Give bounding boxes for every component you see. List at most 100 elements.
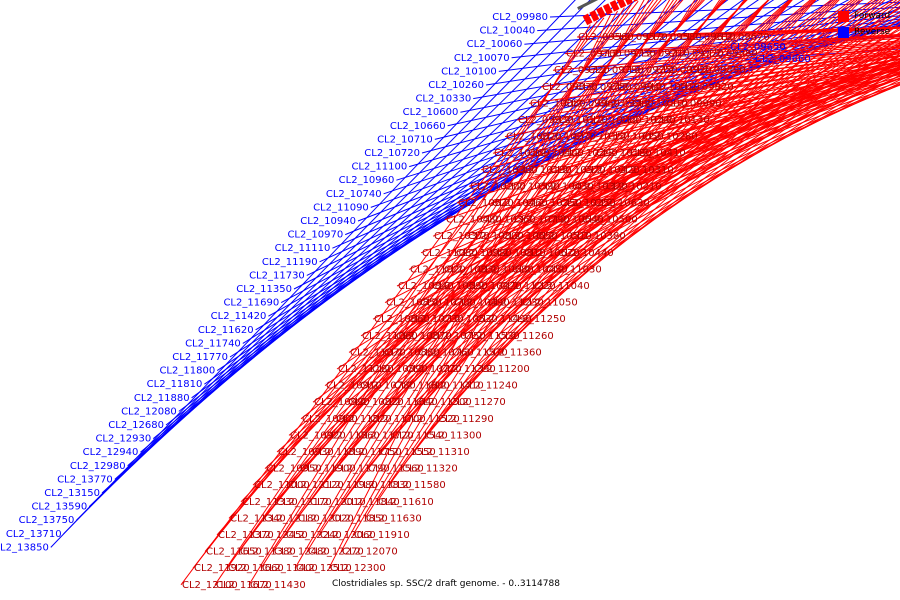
forward-gene-label: CL2_10250 (560, 198, 616, 209)
forward-gene-label: CL2_12480 (274, 547, 330, 558)
forward-gene-label: CL2_11720 (358, 430, 414, 441)
forward-leader-line (700, 37, 900, 55)
forward-leader-line (568, 82, 900, 237)
reverse-leader-line (434, 25, 900, 140)
gene-arrows (582, 0, 640, 26)
forward-gene-label: CL2_11490 (476, 314, 532, 325)
forward-leader-line (180, 17, 605, 586)
forward-gene-label: CL2_11540 (392, 430, 448, 441)
forward-gene-label: CL2_10800 (468, 231, 524, 242)
forward-gene-label: CL2_12070 (342, 547, 398, 558)
reverse-gene-label: CL2_13150 (44, 488, 100, 499)
forward-leader-line (436, 0, 840, 420)
reverse-leader-line (498, 18, 900, 72)
forward-leader-line (456, 62, 900, 204)
reverse-gene-label: CL2_10970 (287, 230, 343, 241)
reverse-gene-label: CL2_10330 (415, 94, 471, 105)
forward-gene-label: CL2_11570 (452, 347, 508, 358)
forward-gene-label: CL2_10820 (348, 397, 404, 408)
forward-gene-label: CL2_09720 (554, 65, 610, 76)
forward-gene-label: CL2_10630 (594, 198, 650, 209)
forward-gene-label: CL2_11060 (362, 331, 418, 342)
forward-gene-label: CL2_11290 (438, 414, 494, 425)
reverse-gene-label: CL2_11090 (313, 202, 369, 213)
reverse-leader-line (485, 21, 900, 86)
forward-leader-line (352, 0, 671, 536)
forward-leader-line (300, 0, 832, 420)
forward-gene-label: CL2_11580 (390, 480, 446, 491)
forward-gene-label: CL2_11630 (366, 513, 422, 524)
forward-gene-label: CL2_10470 (466, 281, 522, 292)
forward-leader-line (632, 35, 900, 55)
forward-leader-line (452, 47, 900, 304)
reverse-gene-label: CL2_13590 (31, 502, 87, 513)
forward-gene-label: CL2_11670 (216, 580, 272, 591)
reverse-gene-label: CL2_11730 (249, 270, 305, 281)
forward-leader-line (510, 67, 900, 270)
forward-gene-label: CL2_09780 (576, 82, 632, 93)
reverse-leader-line (268, 0, 835, 317)
reverse-leader-line (76, 0, 606, 521)
forward-gene-label: CL2_11270 (450, 397, 506, 408)
forward-gene-label: CL2_10080 (530, 98, 586, 109)
forward-leader-line (550, 57, 900, 121)
forward-gene-label: CL2_10640 (548, 215, 604, 226)
forward-gene-label: CL2_10500 (582, 215, 638, 226)
forward-gene-label: CL2_11640 (382, 397, 438, 408)
forward-gene-label: CL2_11860 (324, 430, 380, 441)
forward-gene-label: CL2_10620 (458, 198, 514, 209)
forward-gene-label: CL2_10990 (314, 397, 370, 408)
forward-gene-label: CL2_11030 (546, 264, 602, 275)
reverse-gene-label: CL2_13850 (0, 542, 49, 553)
forward-gene-label: CL2_10160 (494, 148, 550, 159)
reverse-leader-line (447, 25, 900, 127)
forward-gene-label: CL2_11700 (370, 414, 426, 425)
forward-gene-label: CL2_10400 (528, 148, 584, 159)
forward-gene-label: CL2_09710 (634, 49, 690, 60)
forward-leader-line (512, 71, 900, 221)
forward-leader-line (372, 29, 900, 320)
forward-gene-arrow (623, 0, 634, 6)
reverse-leader-line (537, 6, 900, 32)
forward-gene-label: CL2_09790 (588, 65, 644, 76)
reverse-gene-label: CL2_12980 (70, 461, 126, 472)
forward-gene-label: CL2_11830 (356, 480, 412, 491)
forward-gene-label: CL2_10280 (642, 132, 698, 143)
legend-forward: Forward (838, 8, 890, 24)
reverse-gene-label: CL2_12930 (95, 434, 151, 445)
forward-gene-label: CL2_10210 (606, 181, 662, 192)
reverse-gene-label: CL2_11810 (147, 379, 203, 390)
forward-gene-label: CL2_10670 (524, 248, 580, 259)
forward-gene-label: CL2_10790 (514, 215, 570, 226)
forward-gene-label: CL2_11250 (510, 314, 566, 325)
forward-gene-label: CL2_12450 (252, 530, 308, 541)
forward-gene-arrow (602, 3, 613, 15)
forward-gene-label: CL2_11600 (394, 381, 450, 392)
forward-gene-label: CL2_10770 (406, 364, 462, 375)
legend-reverse: Reverse (838, 24, 890, 40)
forward-gene-label: CL2_10910 (326, 381, 382, 392)
forward-leader-line (556, 79, 900, 254)
forward-gene-label: CL2_10110 (632, 98, 688, 109)
forward-gene-arrow (609, 0, 620, 12)
reverse-gene-label: CL2_09980 (492, 12, 548, 23)
forward-gene-arrow (616, 0, 627, 9)
forward-leader-line (376, 0, 721, 503)
forward-gene-label: CL2_11070 (350, 347, 406, 358)
forward-gene-label: CL2_12240 (286, 530, 342, 541)
forward-gene-label: CL2_09750 (622, 65, 678, 76)
forward-gene-label: CL2_10010 (644, 82, 700, 93)
reverse-leader-line (50, 0, 576, 548)
forward-leader-line (564, 33, 900, 55)
reverse-leader-line (101, 0, 637, 494)
forward-gene-label: CL2_11750 (346, 447, 402, 458)
forward-gene-label: CL2_11520 (404, 414, 460, 425)
forward-gene-label: CL2_10690 (432, 281, 488, 292)
reverse-gene-label: CL2_11110 (275, 243, 331, 254)
forward-leader-line (464, 55, 900, 287)
forward-gene-label: CL2_10320 (572, 181, 628, 192)
reverse-gene-label: CL2_11880 (134, 393, 190, 404)
forward-gene-label: CL2_10880 (384, 347, 440, 358)
reverse-leader-line (88, 0, 622, 507)
reverse-gene-label: CL2_12680 (108, 420, 164, 431)
